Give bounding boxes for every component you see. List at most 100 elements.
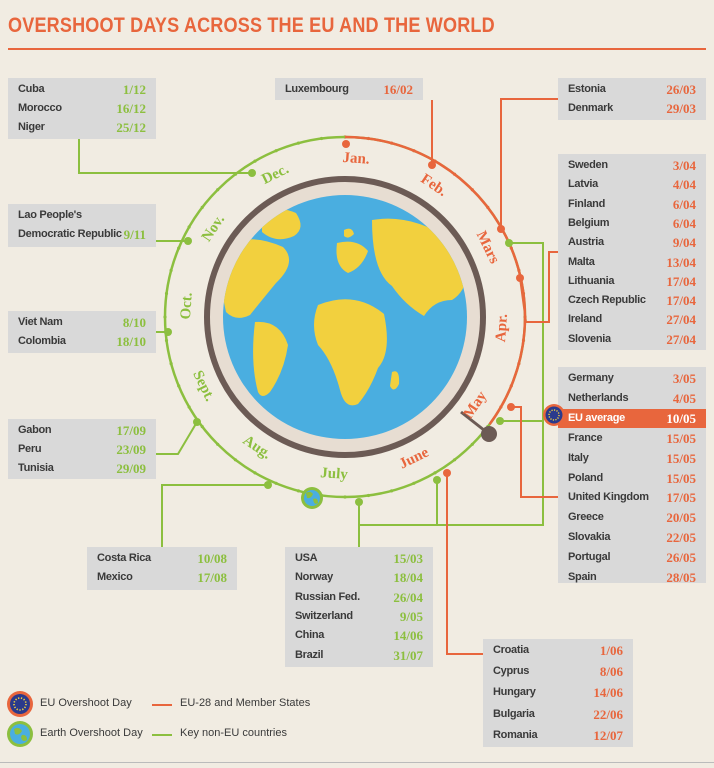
box-row: Greece 20/05 (558, 508, 706, 527)
connector-line (161, 484, 268, 547)
info-box-croatia: Croatia 1/06 Cyprus 8/06 Hungary 14/06 Bulgari… (483, 639, 633, 747)
month-label: Mars (473, 229, 502, 267)
overshoot-date: 10/08 (197, 551, 227, 566)
overshoot-date: 22/05 (666, 530, 696, 546)
country-name: Mexico (97, 571, 133, 583)
country-name: Netherlands (568, 391, 629, 404)
country-name: Croatia (493, 644, 529, 656)
date-marker (355, 498, 363, 506)
country-name: Finland (568, 197, 606, 210)
overshoot-date: 17/09 (116, 423, 146, 438)
overshoot-date: 25/12 (116, 120, 146, 135)
month-label: Oct. (178, 292, 196, 320)
overshoot-date: 14/06 (593, 685, 623, 701)
box-row: Estonia 26/03 (558, 80, 706, 99)
box-row: Latvia 4/04 (558, 175, 706, 194)
box-row: Denmark 29/03 (558, 99, 706, 118)
country-name: USA (295, 552, 318, 564)
box-row: Cyprus 8/06 (483, 662, 633, 681)
box-row: Switzerland 9/05 (285, 607, 433, 626)
country-name: Costa Rica (97, 552, 151, 564)
box-row: Mexico 17/08 (87, 568, 237, 587)
month-label: June (397, 444, 432, 472)
month-label: Nov. (199, 212, 228, 245)
date-marker (497, 225, 505, 233)
box-row: Portugal 26/05 (558, 548, 706, 567)
country-name: Gabon (18, 424, 52, 436)
month-label: May (461, 388, 491, 422)
overshoot-date: 26/04 (393, 589, 423, 605)
overshoot-date: 20/05 (666, 510, 696, 526)
country-name: Peru (18, 443, 42, 455)
box-row: Germany 3/05 (558, 369, 706, 388)
connector-line (437, 242, 544, 526)
overshoot-date: 29/09 (116, 461, 146, 476)
connector-line (511, 406, 558, 498)
date-marker (433, 476, 441, 484)
info-box-cuba: Cuba 1/12 Morocco 16/12 Niger 25/12 (8, 78, 156, 139)
connector-line (446, 473, 483, 655)
box-row: Luxembourg 16/02 (275, 80, 423, 99)
overshoot-date: 13/04 (666, 254, 696, 270)
legend-non-eu: Key non-EU countries (180, 727, 287, 739)
country-name: Denmark (568, 102, 613, 114)
country-name: Estonia (568, 83, 606, 95)
date-marker (443, 469, 451, 477)
continent-africa (314, 299, 387, 406)
country-name: China (295, 629, 325, 642)
overshoot-date: 8/10 (122, 315, 146, 330)
country-name: Portugal (568, 551, 611, 564)
date-marker (164, 328, 172, 336)
country-name: Colombia (18, 335, 66, 347)
continent-europe (336, 241, 368, 273)
box-row: Viet Nam 8/10 (8, 313, 156, 332)
month-label: Dec. (259, 161, 291, 188)
box-row: USA 15/03 (285, 549, 433, 568)
eu-overshoot-day-icon (7, 691, 33, 717)
country-name: Tunisia (18, 462, 54, 474)
date-marker (507, 403, 515, 411)
overshoot-date: 15/05 (666, 470, 696, 486)
info-box-lao: Lao People's Democratic Republic 9/11 (8, 204, 156, 247)
date-marker (264, 481, 272, 489)
info-box-estonia: Estonia 26/03 Denmark 29/03 (558, 78, 706, 120)
date-marker (184, 237, 192, 245)
box-row: Italy 15/05 (558, 449, 706, 468)
overshoot-date: 16/02 (383, 82, 413, 97)
country-name: Norway (295, 571, 333, 584)
overshoot-date: 17/08 (197, 570, 227, 585)
box-row: Colombia 18/10 (8, 332, 156, 351)
info-box-gabon: Gabon 17/09 Peru 23/09 Tunisia 29/09 (8, 419, 156, 479)
legend-non-eu-line (152, 734, 172, 736)
country-name: Italy (568, 451, 589, 464)
box-row: Morocco 16/12 (8, 99, 156, 118)
box-row: Peru 23/09 (8, 440, 156, 459)
overshoot-date: 23/09 (116, 442, 146, 457)
overshoot-date: 9/11 (123, 227, 146, 242)
country-name: Greece (568, 511, 604, 524)
page-title: OVERSHOOT DAYS ACROSS THE EU AND THE WOR… (8, 14, 495, 37)
earth-overshoot-day-icon (7, 721, 33, 747)
box-row: Tunisia 29/09 (8, 459, 156, 478)
month-label: Jan. (342, 150, 370, 168)
box-row: Lithuania 17/04 (558, 272, 706, 291)
box-row: Belgium 6/04 (558, 214, 706, 233)
box-row: Sweden 3/04 (558, 156, 706, 175)
overshoot-date: 27/04 (666, 331, 696, 347)
country-name: Ireland (568, 313, 602, 326)
overshoot-date: 31/07 (393, 647, 423, 663)
box-row: Lao People's (8, 206, 156, 225)
date-marker (193, 418, 201, 426)
box-row: France 15/05 (558, 429, 706, 448)
connector-line (500, 98, 558, 229)
month-label: Apr. (493, 313, 511, 343)
overshoot-date: 3/05 (672, 371, 696, 386)
legend-eu-line (152, 704, 172, 706)
country-name: Latvia (568, 178, 598, 191)
country-name: Czech Republic (568, 294, 646, 307)
overshoot-date: 12/07 (593, 727, 623, 743)
earth-overshoot-day-marker (301, 487, 323, 509)
country-name: Slovakia (568, 531, 611, 544)
title-rule (8, 48, 706, 50)
